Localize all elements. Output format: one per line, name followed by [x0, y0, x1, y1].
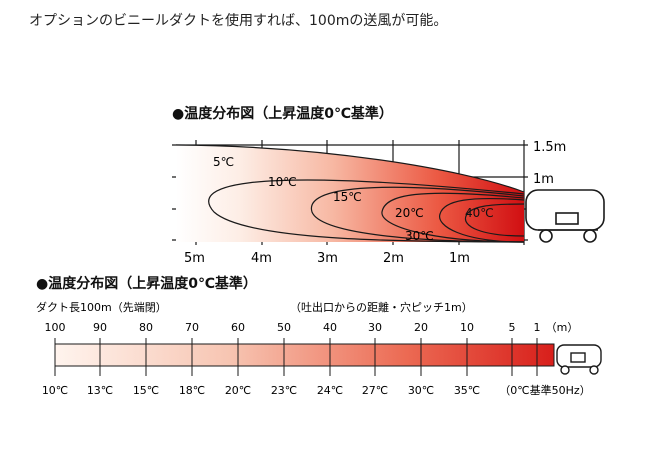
duct-distance-90: 90	[93, 321, 107, 334]
duct-temp-24: 24℃	[317, 384, 343, 397]
duct-temp-18: 18℃	[179, 384, 205, 397]
distance-label-5m: 5m	[184, 251, 205, 266]
duct-temp-20: 20℃	[225, 384, 251, 397]
duct-distance-20: 20	[414, 321, 428, 334]
heater-icon	[525, 189, 605, 243]
duct-distance-70: 70	[185, 321, 199, 334]
duct-temp-23: 23℃	[271, 384, 297, 397]
duct-temp-10: 10℃	[42, 384, 68, 397]
warm-air-plume	[176, 145, 524, 242]
intro-text: オプションのビニールダクトを使用すれば、100mの送風が可能。	[29, 12, 447, 29]
isotherm-label-5: 5℃	[213, 155, 234, 169]
diagram1-title: ●温度分布図（上昇温度0℃基準）	[172, 105, 393, 122]
isotherm-label-15: 15℃	[333, 190, 362, 204]
isotherm-lines	[175, 144, 525, 243]
height-label-1-5m: 1.5m	[533, 140, 566, 155]
duct-temp-15: 15℃	[133, 384, 159, 397]
diagram2-title: ●温度分布図（上昇温度0℃基準）	[36, 275, 257, 292]
duct-distance-80: 80	[139, 321, 153, 334]
duct-distance-100: 100	[45, 321, 66, 334]
duct-distance-40: 40	[323, 321, 337, 334]
isotherm-label-30: 30℃	[405, 229, 434, 243]
duct-temp-baseline: （0℃基準50Hz）	[499, 383, 590, 397]
duct-distance-30: 30	[368, 321, 382, 334]
distance-label-2m: 2m	[383, 251, 404, 266]
duct-distance-1: 1	[534, 321, 541, 334]
duct-temp-35: 35℃	[454, 384, 480, 397]
duct-distance-60: 60	[231, 321, 245, 334]
isotherm-label-10: 10℃	[268, 175, 297, 189]
duct-temp-27: 27℃	[362, 384, 388, 397]
duct-temp-30: 30℃	[408, 384, 434, 397]
height-label-1m: 1m	[533, 172, 554, 187]
duct-heater-icon	[556, 344, 602, 375]
duct-distance-unit: （m）	[546, 321, 579, 334]
duct-bar	[54, 343, 555, 367]
distance-caption: （吐出口からの距離・穴ピッチ1m）	[290, 300, 473, 314]
duct-length-label: ダクト長100m（先端閉）	[36, 300, 167, 314]
duct-tick-lines	[54, 338, 538, 376]
isotherm-label-20: 20℃	[395, 206, 424, 220]
distance-label-4m: 4m	[251, 251, 272, 266]
duct-distance-10: 10	[460, 321, 474, 334]
duct-distance-50: 50	[277, 321, 291, 334]
distance-label-3m: 3m	[317, 251, 338, 266]
isotherm-label-40: 40℃	[465, 206, 494, 220]
duct-distance-5: 5	[509, 321, 516, 334]
distance-label-1m: 1m	[449, 251, 470, 266]
duct-temp-13: 13℃	[87, 384, 113, 397]
